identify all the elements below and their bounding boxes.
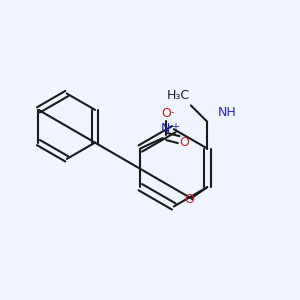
Text: O: O bbox=[184, 193, 194, 206]
Text: H₃C: H₃C bbox=[166, 89, 189, 102]
Text: -: - bbox=[171, 107, 174, 117]
Text: O: O bbox=[161, 107, 171, 120]
Text: +: + bbox=[171, 122, 179, 132]
Text: NH: NH bbox=[218, 106, 236, 119]
Text: O: O bbox=[179, 136, 189, 149]
Text: N: N bbox=[161, 122, 170, 135]
